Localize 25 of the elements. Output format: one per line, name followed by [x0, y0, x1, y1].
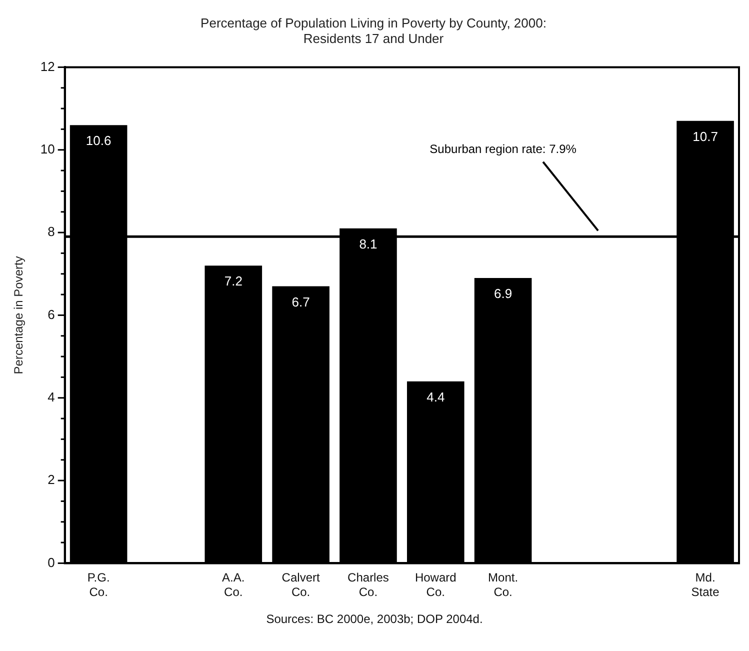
y-tick-label: 8 [48, 224, 55, 240]
data-label: 8.1 [359, 236, 378, 252]
y-tick-label: 6 [48, 306, 55, 322]
data-label: 6.9 [494, 286, 512, 302]
data-label: 10.6 [86, 133, 112, 148]
data-label: 4.4 [426, 389, 445, 404]
x-tick-label: P.G. Co. [87, 570, 110, 600]
x-tick-label: Charles Co. [348, 570, 389, 600]
x-tick-label: Mont. Co. [488, 570, 518, 600]
data-label: 7.2 [224, 274, 242, 289]
x-tick-label: Md. State [691, 570, 720, 600]
x-tick-label: Howard Co. [414, 570, 456, 600]
y-tick-label: 10 [40, 141, 55, 156]
data-label: 10.7 [692, 129, 718, 144]
y-tick-label: 0 [48, 554, 55, 570]
chart-title: Percentage of Population Living in Poverty by County, 2000: Residents 17 and Under [200, 15, 546, 46]
x-tick-label: A.A. Co. [222, 570, 245, 600]
y-axis-title: Percentage in Poverty [12, 256, 26, 374]
ref-line-label: Suburban region rate: 7.9% [430, 142, 577, 156]
y-tick-label: 12 [40, 58, 55, 74]
x-tick-label: Calvert Co. [282, 570, 320, 600]
y-tick-label: 4 [48, 389, 55, 404]
source-note: Sources: BC 2000e, 2003b; DOP 2004d. [265, 612, 484, 626]
data-label: 6.7 [292, 294, 310, 310]
y-tick-label: 2 [48, 472, 55, 488]
